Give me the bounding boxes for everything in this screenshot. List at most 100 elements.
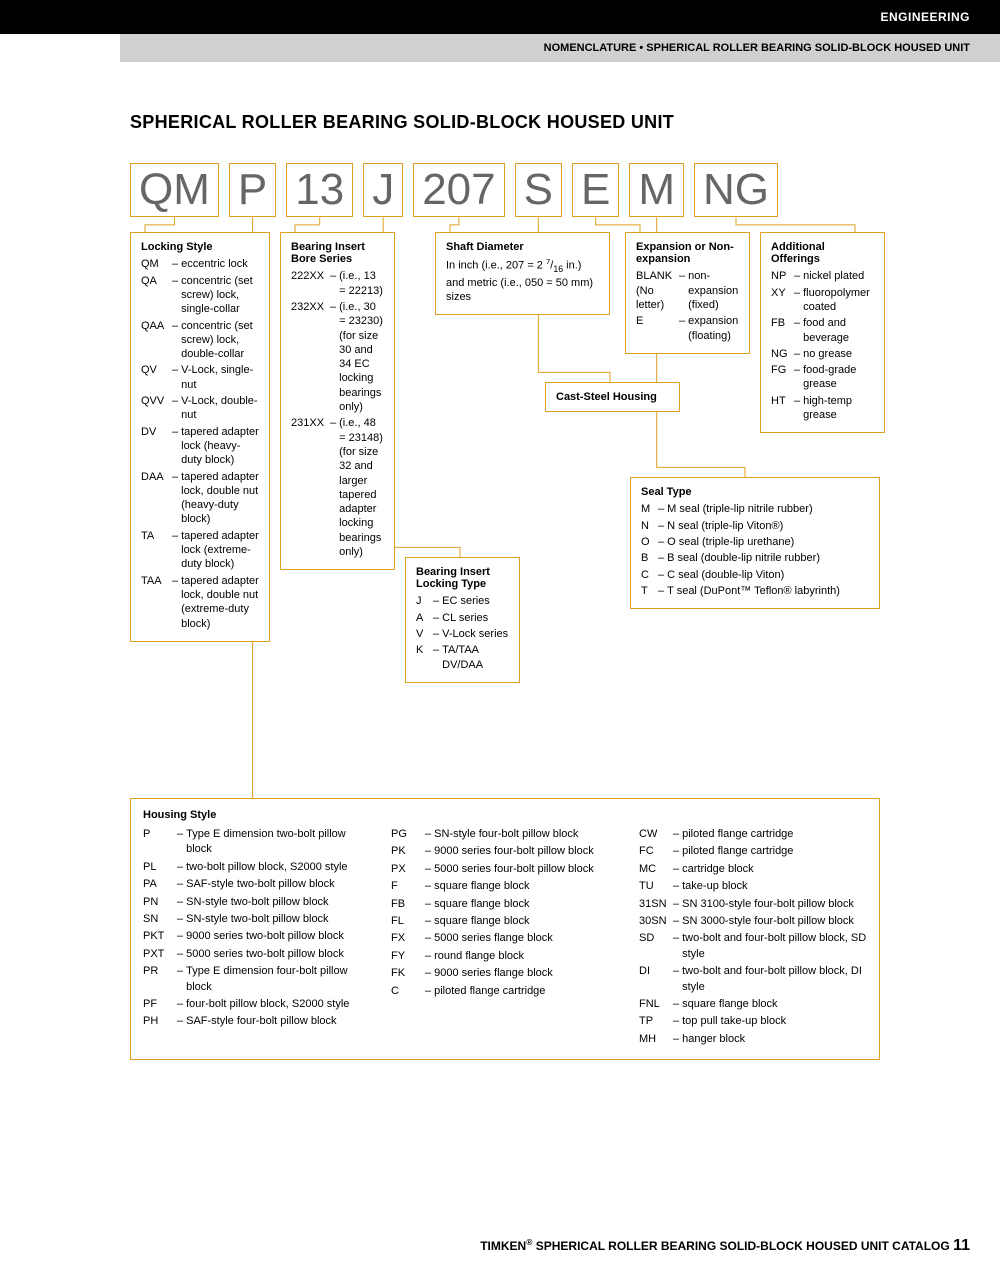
item: 231XX–(i.e., 48 = 23148) (for size 32 an… <box>291 416 384 559</box>
code-box-1: P <box>229 163 276 217</box>
housing-item: PX–5000 series four-bolt pillow block <box>391 862 619 877</box>
shaft-diameter-block: Shaft Diameter In inch (i.e., 207 = 2 7/… <box>435 232 610 315</box>
housing-item: FX–5000 series flange block <box>391 931 619 946</box>
additional-offerings-block: Additional Offerings NP–nickel platedXY–… <box>760 232 885 433</box>
header-grey-bar: NOMENCLATURE • SPHERICAL ROLLER BEARING … <box>120 34 1000 62</box>
housing-item: FY–round flange block <box>391 949 619 964</box>
housing-item: DI–two-bolt and four-bolt pillow block, … <box>639 964 867 995</box>
housing-style-block: Housing Style P–Type E dimension two-bol… <box>130 798 880 1060</box>
block-title: Bearing Insert Bore Series <box>291 241 384 265</box>
housing-item: PL–two-bolt pillow block, S2000 style <box>143 860 371 875</box>
item: HT–high-temp grease <box>771 394 874 423</box>
housing-item: 31SN–SN 3100-style four-bolt pillow bloc… <box>639 897 867 912</box>
item: QM–eccentric lock <box>141 257 259 271</box>
item: FB–food and beverage <box>771 316 874 345</box>
item: FG–food-grade grease <box>771 363 874 392</box>
code-box-8: NG <box>694 163 778 217</box>
housing-item: CW–piloted flange cartridge <box>639 827 867 842</box>
code-box-6: E <box>572 163 619 217</box>
item: 232XX–(i.e., 30 = 23230) (for size 30 an… <box>291 300 384 414</box>
housing-item: PXT–5000 series two-bolt pillow block <box>143 947 371 962</box>
main-content: SPHERICAL ROLLER BEARING SOLID-BLOCK HOU… <box>0 62 1000 852</box>
item: QAA–concentric (set screw) lock, double-… <box>141 319 259 362</box>
item: BLANK (No letter)–non-expansion (fixed) <box>636 269 739 312</box>
block-title: Shaft Diameter <box>446 241 599 253</box>
housing-item: SD–two-bolt and four-bolt pillow block, … <box>639 931 867 962</box>
block-title: Housing Style <box>143 809 867 821</box>
housing-item: 30SN–SN 3000-style four-bolt pillow bloc… <box>639 914 867 929</box>
item: NG–no grease <box>771 347 874 361</box>
bore-series-block: Bearing Insert Bore Series 222XX–(i.e., … <box>280 232 395 570</box>
item: N–N seal (triple-lip Viton®) <box>641 519 869 533</box>
housing-item: FK–9000 series flange block <box>391 966 619 981</box>
header-black-bar: ENGINEERING <box>0 0 1000 34</box>
item: C–C seal (double-lip Viton) <box>641 568 869 582</box>
block-title: Bearing Insert Locking Type <box>416 566 509 590</box>
code-box-2: 13 <box>286 163 353 217</box>
item: QA–concentric (set screw) lock, single-c… <box>141 274 259 317</box>
item: XY–fluoropolymer coated <box>771 286 874 315</box>
housing-item: MC–cartridge block <box>639 862 867 877</box>
code-box-3: J <box>363 163 403 217</box>
footer-text: TIMKEN® SPHERICAL ROLLER BEARING SOLID-B… <box>480 1239 950 1253</box>
housing-item: PF–four-bolt pillow block, S2000 style <box>143 997 371 1012</box>
housing-item: FC–piloted flange cartridge <box>639 844 867 859</box>
code-row: QMP13J207SEMNG <box>130 163 880 217</box>
seal-type-block: Seal Type M–M seal (triple-lip nitrile r… <box>630 477 880 609</box>
item: TAA–tapered adapter lock, double nut (ex… <box>141 574 259 631</box>
item: M–M seal (triple-lip nitrile rubber) <box>641 502 869 516</box>
block-title: Additional Offerings <box>771 241 874 265</box>
code-box-4: 207 <box>413 163 504 217</box>
housing-item: SN–SN-style two-bolt pillow block <box>143 912 371 927</box>
housing-col-3: CW–piloted flange cartridge FC–piloted fl… <box>639 827 867 1049</box>
housing-col-1: P–Type E dimension two-bolt pillow block… <box>143 827 371 1049</box>
locking-style-block: Locking Style QM–eccentric lock QA–concen… <box>130 232 270 641</box>
page-title: SPHERICAL ROLLER BEARING SOLID-BLOCK HOU… <box>130 112 880 133</box>
item: K–TA/TAA DV/DAA <box>416 643 509 672</box>
item: J–EC series <box>416 594 509 608</box>
housing-item: PN–SN-style two-bolt pillow block <box>143 895 371 910</box>
item: DV–tapered adapter lock (heavy-duty bloc… <box>141 425 259 468</box>
block-title: Locking Style <box>141 241 259 253</box>
page-footer: TIMKEN® SPHERICAL ROLLER BEARING SOLID-B… <box>480 1237 970 1255</box>
expansion-block: Expansion or Non-expansion BLANK (No let… <box>625 232 750 353</box>
housing-item: TP–top pull take-up block <box>639 1014 867 1029</box>
housing-col-2: PG–SN-style four-bolt pillow block PK–900… <box>391 827 619 1049</box>
code-box-5: S <box>515 163 562 217</box>
housing-item: C–piloted flange cartridge <box>391 984 619 999</box>
housing-item: PK–9000 series four-bolt pillow block <box>391 844 619 859</box>
item: QVV–V-Lock, double-nut <box>141 394 259 423</box>
block-title: Seal Type <box>641 486 869 498</box>
item: O–O seal (triple-lip urethane) <box>641 535 869 549</box>
item: V–V-Lock series <box>416 627 509 641</box>
nomenclature-diagram: QMP13J207SEMNG Locking Style QM–eccentri… <box>130 163 880 852</box>
housing-item: PH–SAF-style four-bolt pillow block <box>143 1014 371 1029</box>
item: 222XX–(i.e., 13 = 22213) <box>291 269 384 298</box>
housing-item: MH–hanger block <box>639 1032 867 1047</box>
housing-item: P–Type E dimension two-bolt pillow block <box>143 827 371 858</box>
housing-item: F–square flange block <box>391 879 619 894</box>
block-title: Expansion or Non-expansion <box>636 241 739 265</box>
housing-item: PKT–9000 series two-bolt pillow block <box>143 929 371 944</box>
item: DAA–tapered adapter lock, double nut (he… <box>141 470 259 527</box>
housing-item: PG–SN-style four-bolt pillow block <box>391 827 619 842</box>
cast-steel-block: Cast-Steel Housing <box>545 382 680 412</box>
item: B–B seal (double-lip nitrile rubber) <box>641 551 869 565</box>
item: T–T seal (DuPont™ Teflon® labyrinth) <box>641 584 869 598</box>
item: E–expansion (floating) <box>636 314 739 343</box>
block-title: Cast-Steel Housing <box>556 391 669 403</box>
item: QV–V-Lock, single-nut <box>141 363 259 392</box>
block-text: In inch (i.e., 207 = 2 7/16 in.) and met… <box>446 257 599 304</box>
code-box-0: QM <box>130 163 219 217</box>
code-box-7: M <box>629 163 684 217</box>
housing-item: PR–Type E dimension four-bolt pillow blo… <box>143 964 371 995</box>
locking-type-block: Bearing Insert Locking Type J–EC series A… <box>405 557 520 682</box>
item: A–CL series <box>416 611 509 625</box>
housing-item: TU–take-up block <box>639 879 867 894</box>
housing-item: FNL–square flange block <box>639 997 867 1012</box>
housing-item: FB–square flange block <box>391 897 619 912</box>
housing-item: FL–square flange block <box>391 914 619 929</box>
housing-item: PA–SAF-style two-bolt pillow block <box>143 877 371 892</box>
page-number: 11 <box>953 1237 970 1254</box>
item: TA–tapered adapter lock (extreme-duty bl… <box>141 529 259 572</box>
